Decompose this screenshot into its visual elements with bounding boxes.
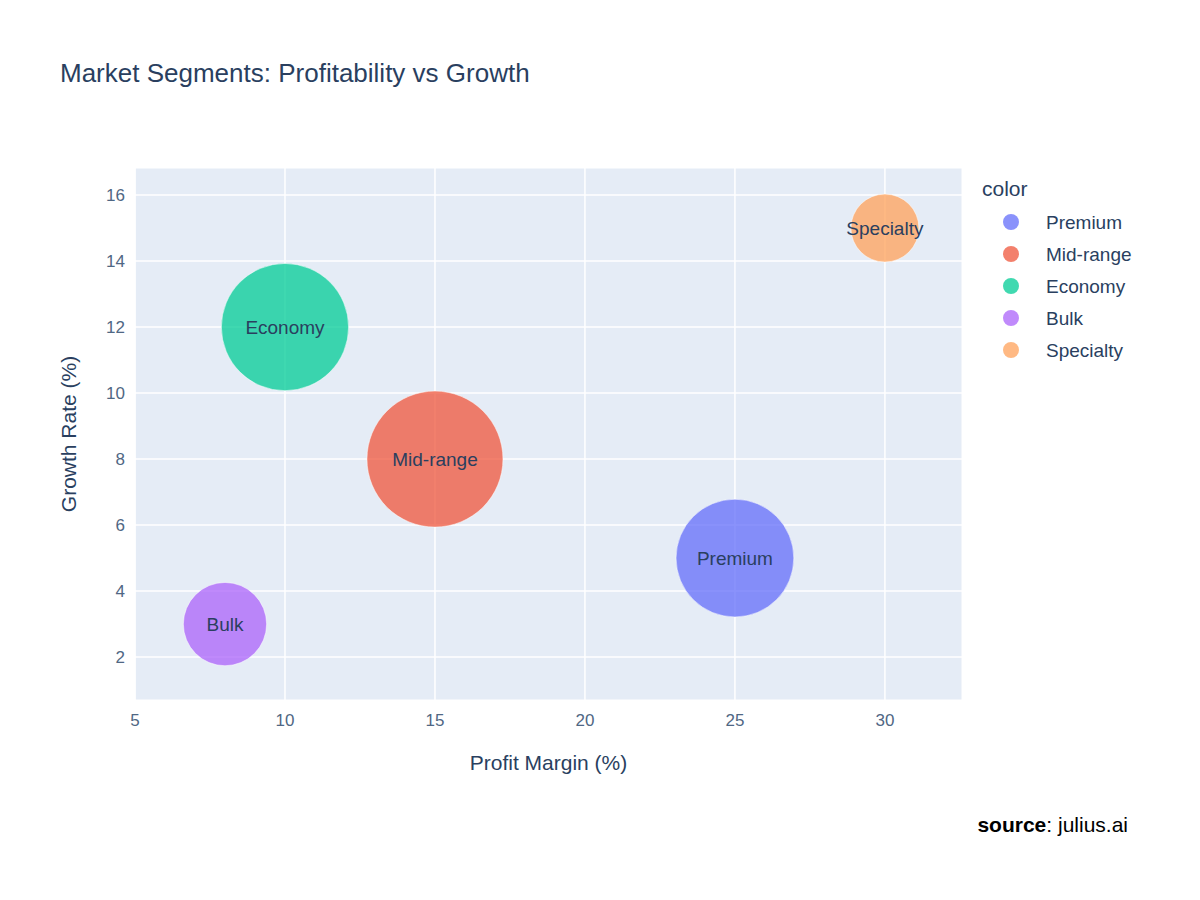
- chart-svg: 5 10 15 20 25 30 2 4 6 8 10 12 14 16 Premium Mid-range E…: [0, 0, 1200, 900]
- x-grid-line: [584, 168, 586, 700]
- bubble: [183, 582, 266, 665]
- y-grid-line: [135, 194, 962, 196]
- plot-background: [135, 168, 962, 700]
- y-tick-label: 12: [106, 318, 125, 337]
- bubble-label: Specialty: [846, 218, 924, 239]
- source-text: : julius.ai: [1046, 813, 1128, 836]
- bubble: [367, 391, 503, 527]
- y-tick-label: 4: [116, 582, 125, 601]
- x-grid-line: [284, 168, 286, 700]
- legend-label: Premium: [1046, 212, 1122, 233]
- x-tick-label: 20: [575, 711, 594, 730]
- chart-title: Market Segments: Profitability vs Growth: [60, 58, 530, 88]
- plot-frame: [135, 168, 962, 700]
- x-tick-label: 10: [276, 711, 295, 730]
- legend-label: Bulk: [1046, 308, 1083, 329]
- y-tick-label: 16: [106, 186, 125, 205]
- legend-label: Mid-range: [1046, 244, 1132, 265]
- y-grid-line: [135, 590, 962, 592]
- y-tick-label: 8: [116, 450, 125, 469]
- x-tick-label: 15: [426, 711, 445, 730]
- y-tick-label: 2: [116, 648, 125, 667]
- y-grid-line: [135, 392, 962, 394]
- y-grid-line: [135, 458, 962, 460]
- legend-title: color: [982, 177, 1028, 200]
- x-tick-label: 25: [725, 711, 744, 730]
- chart-root: 5 10 15 20 25 30 2 4 6 8 10 12 14 16 Premium Mid-range E…: [0, 0, 1200, 900]
- marks: [183, 194, 919, 666]
- legend-swatch: [1003, 310, 1019, 326]
- x-tick-label: 5: [130, 711, 139, 730]
- bubble: [221, 263, 348, 390]
- x-axis-title: Profit Margin (%): [470, 751, 628, 774]
- legend-swatch: [1003, 246, 1019, 262]
- y-axis-title: Growth Rate (%): [57, 356, 80, 512]
- bubble-label: Mid-range: [392, 449, 478, 470]
- legend-label: Specialty: [1046, 340, 1124, 361]
- legend: color Premium Mid-range Economy Bulk Specialt…: [982, 177, 1132, 361]
- x-tick-label: 30: [875, 711, 894, 730]
- legend-swatch: [1003, 342, 1019, 358]
- legend-swatch: [1003, 214, 1019, 230]
- y-grid-line: [135, 656, 962, 658]
- bubble-label: Bulk: [207, 614, 244, 635]
- x-grid-line: [734, 168, 736, 700]
- bubble-label: Premium: [697, 548, 773, 569]
- source-note: source: julius.ai: [977, 813, 1128, 836]
- data-labels: Premium Mid-range Economy Bulk Specialty: [207, 218, 924, 635]
- y-grid-line: [135, 524, 962, 526]
- bubble: [676, 499, 794, 617]
- y-tick-label: 14: [106, 252, 125, 271]
- legend-label: Economy: [1046, 276, 1126, 297]
- source-label: source: [977, 813, 1046, 836]
- legend-swatch: [1003, 278, 1019, 294]
- y-grid-line: [135, 260, 962, 262]
- bubble-label: Economy: [245, 317, 325, 338]
- y-tick-label: 6: [116, 516, 125, 535]
- y-tick-label: 10: [106, 384, 125, 403]
- grid: [135, 168, 962, 700]
